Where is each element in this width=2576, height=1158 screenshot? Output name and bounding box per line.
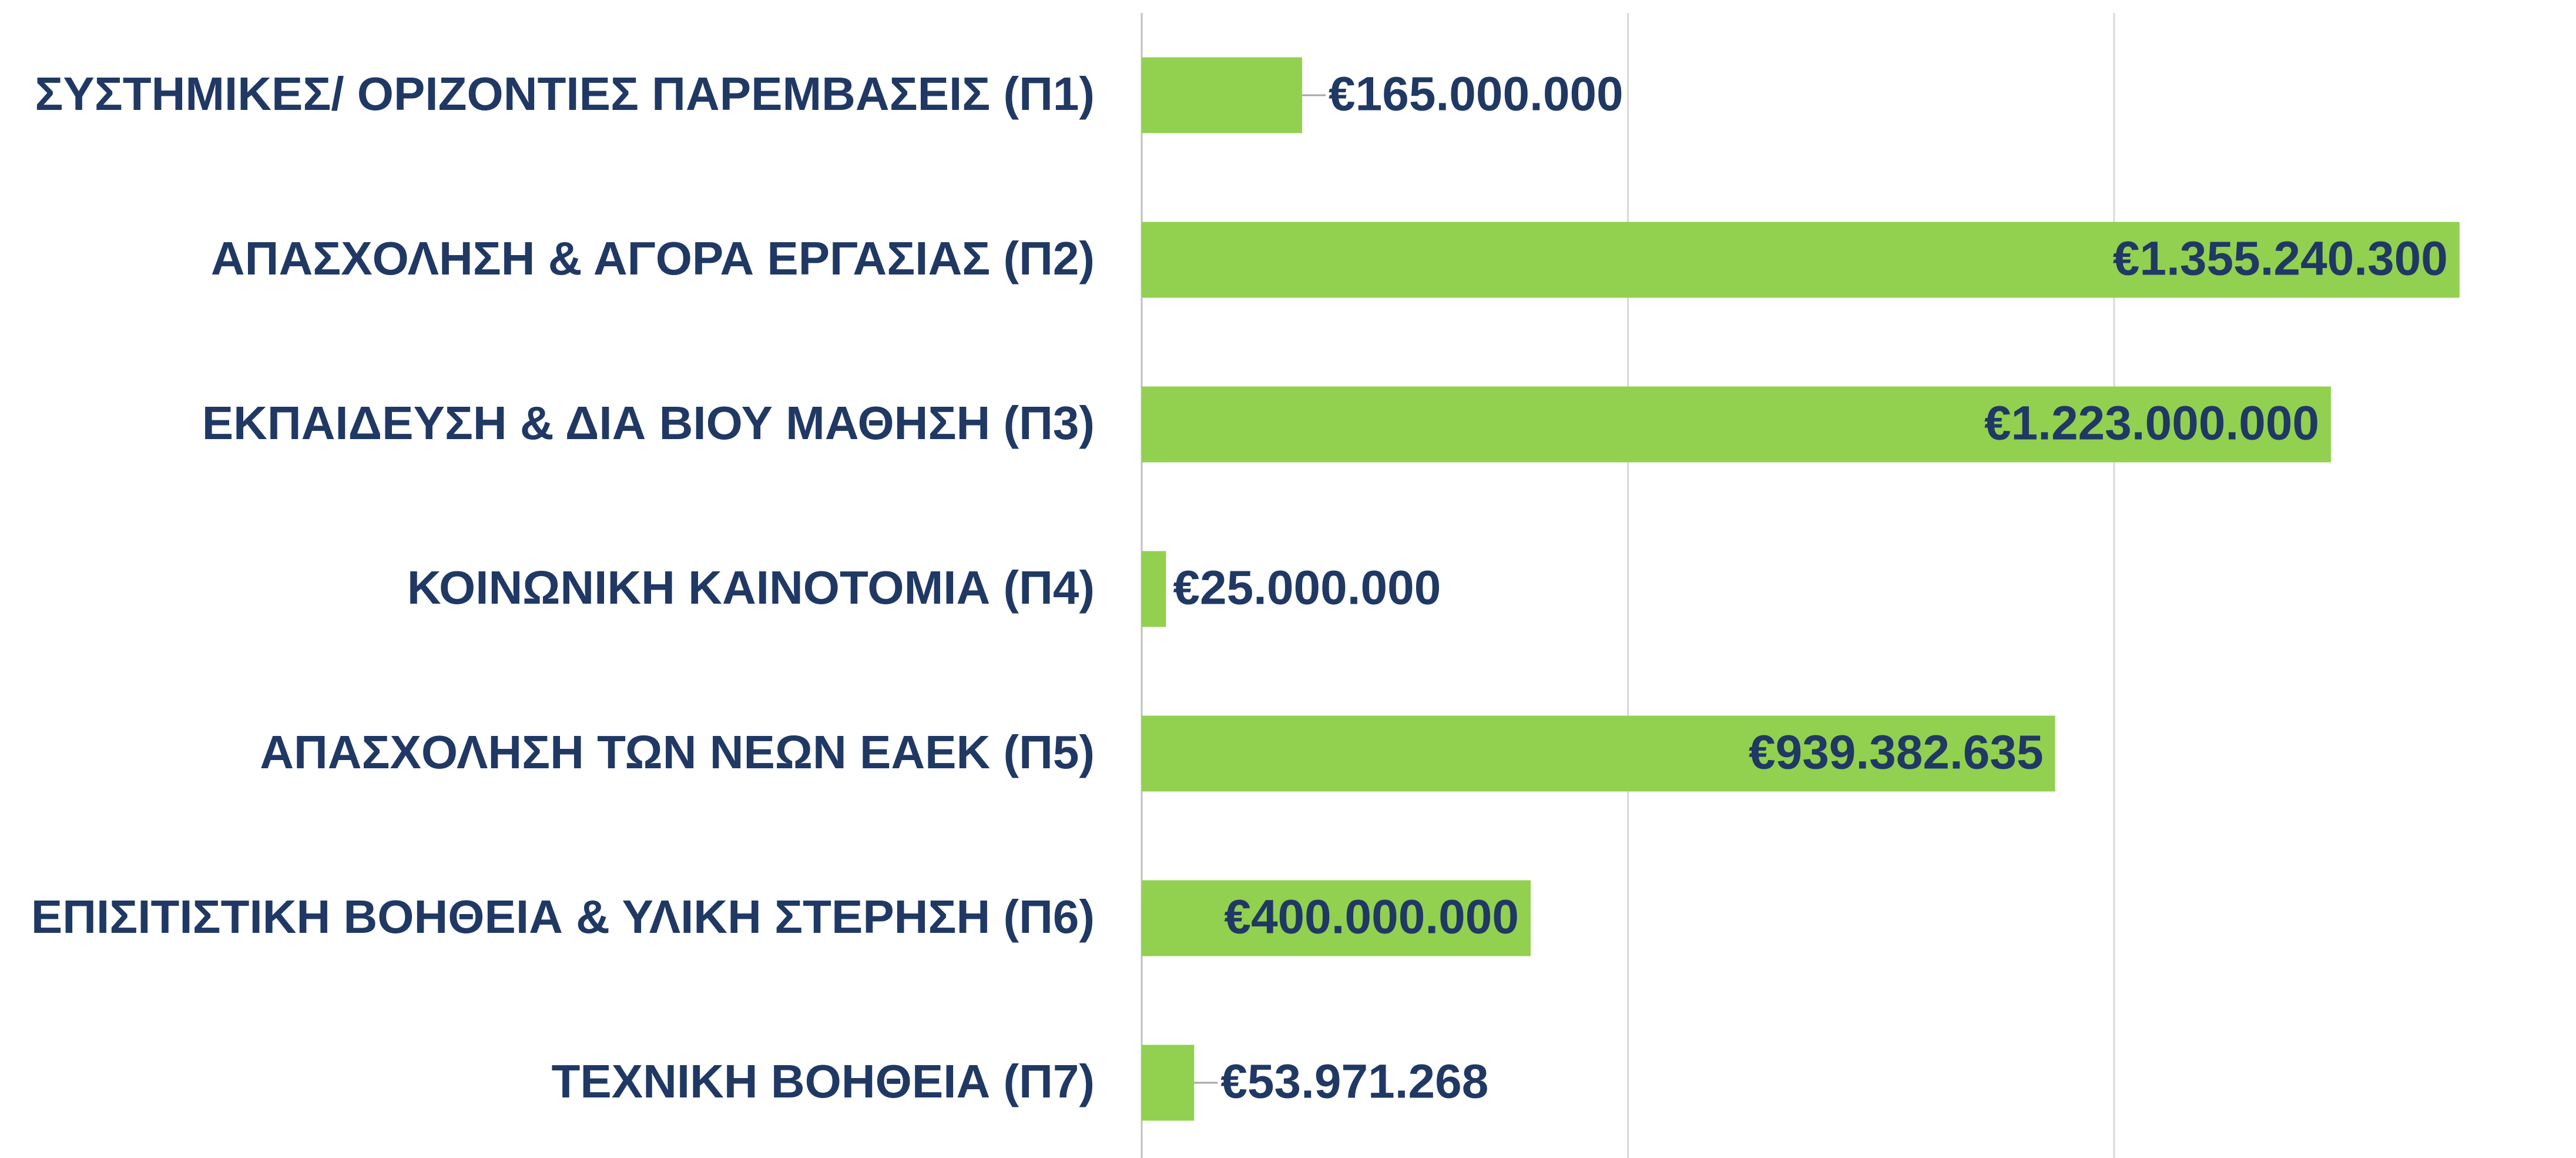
bar bbox=[1142, 57, 1303, 133]
data-label: €25.000.000 bbox=[1173, 561, 1441, 615]
y-tick-label: ΤΕΧΝΙΚΗ ΒΟΗΘΕΙΑ (Π7) bbox=[552, 1055, 1095, 1107]
y-tick-label: ΑΠΑΣΧΟΛΗΣΗ & ΑΓΟΡΑ ΕΡΓΑΣΙΑΣ (Π2) bbox=[211, 232, 1095, 285]
data-label: €400.000.000 bbox=[1224, 891, 1519, 944]
y-tick-label: ΣΥΣΤΗΜΙΚΕΣ/ ΟΡΙΖΟΝΤΙΕΣ ΠΑΡΕΜΒΑΣΕΙΣ (Π1) bbox=[35, 68, 1095, 120]
bar bbox=[1142, 551, 1166, 627]
bar bbox=[1142, 880, 1531, 956]
y-tick-label: ΑΠΑΣΧΟΛΗΣΗ ΤΩΝ ΝΕΩΝ ΕΑΕΚ (Π5) bbox=[260, 726, 1095, 778]
data-label: €1.355.240.300 bbox=[2113, 232, 2448, 286]
data-label: €939.382.635 bbox=[1749, 726, 2044, 779]
data-label: €165.000.000 bbox=[1329, 68, 1624, 121]
data-label: €1.223.000.000 bbox=[1984, 397, 2319, 450]
bar bbox=[1142, 222, 2460, 298]
bar bbox=[1142, 1045, 1195, 1121]
y-tick-label: ΚΟΙΝΩΝΙΚΗ ΚΑΙΝΟΤΟΜΙΑ (Π4) bbox=[407, 561, 1095, 614]
bar bbox=[1142, 715, 2055, 792]
y-tick-label: ΕΚΠΑΙΔΕΥΣΗ & ΔΙΑ ΒΙΟΥ ΜΑΘΗΣΗ (Π3) bbox=[202, 397, 1095, 449]
bar bbox=[1142, 386, 2331, 463]
y-tick-label: ΕΠΙΣΙΤΙΣΤΙΚΗ ΒΟΗΘΕΙΑ & ΥΛΙΚΗ ΣΤΕΡΗΣΗ (Π6… bbox=[31, 891, 1095, 943]
data-label: €53.971.268 bbox=[1220, 1055, 1488, 1109]
